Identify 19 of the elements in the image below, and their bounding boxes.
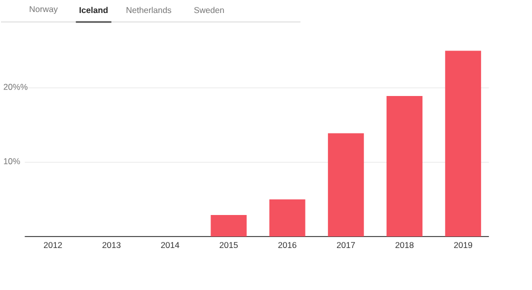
text: Netherlands (126, 6, 172, 13)
x-tick-label: 2018 (396, 242, 414, 248)
bar (386, 96, 422, 236)
x-tick-label: 2013 (102, 242, 121, 248)
y-tick-label: 10% (4, 158, 20, 164)
text: Iceland (80, 6, 108, 13)
x-tick-label: 2019 (454, 242, 472, 248)
x-tick-label: 2015 (220, 242, 238, 248)
bar (269, 199, 306, 236)
text: Norway (30, 6, 58, 14)
y-tick-label: 20%% (4, 84, 28, 90)
text: Sweden (194, 6, 224, 13)
x-tick-label: 2017 (336, 242, 355, 248)
bar (445, 50, 482, 236)
bar (210, 214, 247, 236)
x-tick-label: 2012 (44, 242, 62, 248)
x-tick-label: 2014 (161, 242, 180, 248)
x-tick-label: 2016 (278, 242, 296, 248)
bar (328, 133, 364, 236)
